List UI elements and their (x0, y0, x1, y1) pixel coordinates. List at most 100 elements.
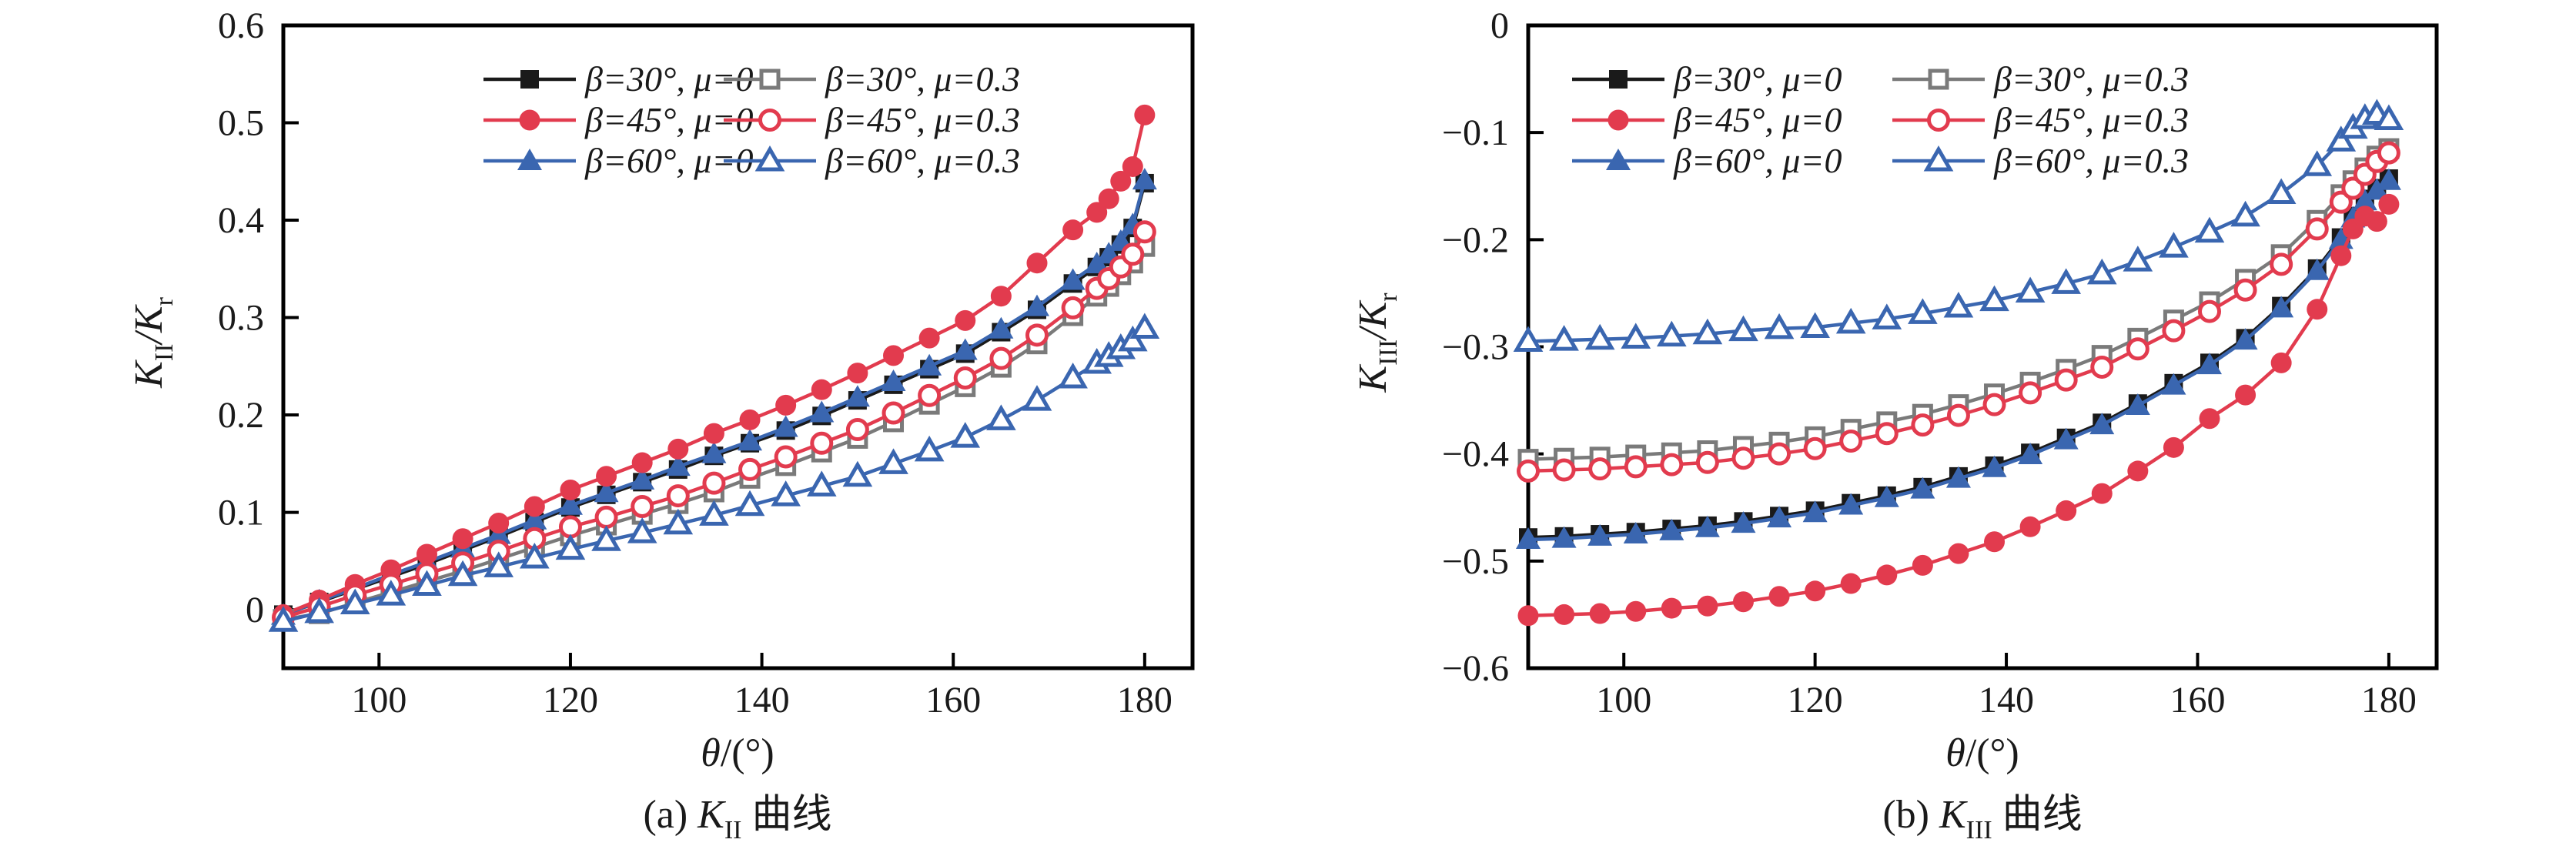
triangle-open-marker (699, 500, 729, 526)
legend-item: β=45°, μ=0.3 (724, 100, 1020, 139)
circle-filled-marker (1805, 580, 1826, 602)
y-tick-label: −0.4 (1442, 434, 1509, 475)
legend-triangle-filled-icon (1606, 149, 1631, 170)
legend-circle-open-icon (1927, 109, 1950, 132)
plot-frame (281, 23, 1195, 670)
circle-open-marker (1875, 422, 1899, 446)
circle-open-marker (2090, 355, 2114, 379)
legend-label: β=60°, μ=0.3 (825, 141, 1020, 180)
y-tick-label: −0.3 (1442, 327, 1509, 368)
triangle-open-marker (376, 580, 406, 606)
circle-open-marker (2233, 278, 2257, 302)
circle-filled-marker (524, 496, 545, 517)
triangle-filled-marker (2304, 258, 2330, 280)
triangle-open-marker (1513, 326, 1544, 353)
circle-filled-marker (596, 466, 617, 487)
circle-filled-marker (775, 394, 797, 416)
circle-open-marker (2126, 337, 2149, 361)
circle-filled-marker (990, 286, 1012, 307)
circle-filled-marker (2091, 483, 2113, 504)
circle-filled-marker (847, 363, 868, 384)
circle-open-marker (1121, 242, 1145, 266)
triangle-filled-marker (701, 441, 727, 463)
triangle-filled-marker (2089, 413, 2115, 435)
series-line-β=30°, μ=0.3 (1527, 147, 2390, 461)
circle-filled-marker (2199, 408, 2220, 430)
triangle-filled-marker (630, 467, 655, 490)
circle-open-marker (2377, 141, 2400, 165)
triangle-open-marker (2015, 276, 2046, 303)
circle-open-marker (953, 366, 977, 390)
triangle-open-marker (771, 480, 801, 507)
triangle-open-marker (304, 597, 334, 624)
legend-item: β=30°, μ=0 (483, 59, 753, 99)
y-tick-label: 0.4 (218, 200, 264, 241)
triangle-open-marker (1943, 292, 1974, 318)
triangle-open-marker (2159, 232, 2189, 258)
y-tick-label: −0.5 (1442, 541, 1509, 582)
triangle-filled-marker (1945, 466, 1971, 488)
circle-open-marker (882, 401, 905, 425)
x-tick-label: 100 (351, 680, 406, 721)
circle-filled-marker (1876, 564, 1898, 586)
triangle-filled-marker (773, 415, 798, 437)
circle-filled-marker (1625, 600, 1647, 622)
triangle-filled-marker (2161, 373, 2186, 395)
triangle-filled-marker (2364, 178, 2390, 200)
triangle-filled-marker (917, 353, 942, 376)
triangle-filled-marker (1838, 493, 1864, 515)
legend-item: β=30°, μ=0 (1572, 59, 1842, 99)
legend-label: β=30°, μ=0.3 (1993, 59, 2189, 99)
circle-open-marker (2019, 381, 2042, 405)
triangle-filled-marker (1623, 522, 1648, 544)
series-line-β=30°, μ=0.3 (283, 245, 1146, 621)
triangle-filled-marker (1024, 294, 1049, 316)
circle-open-marker (1982, 393, 2006, 416)
circle-filled-marker (2019, 516, 2041, 537)
legend-label: β=45°, μ=0 (1673, 100, 1842, 139)
y-tick-label: 0.6 (218, 5, 264, 46)
triangle-filled-marker (1731, 511, 1756, 533)
triangle-open-marker (2194, 216, 2225, 243)
xlabel-a: θ/(°) (701, 731, 774, 775)
triangle-filled-marker (2125, 393, 2150, 416)
circle-filled-marker (2127, 460, 2149, 482)
series-markers-β=30°, μ=0 (1519, 169, 2398, 547)
triangle-filled-marker (1910, 476, 1935, 499)
series-line-β=45°, μ=0 (1527, 203, 2390, 618)
triangle-open-marker (950, 422, 981, 448)
triangle-filled-marker (1060, 268, 1086, 290)
triangle-filled-marker (809, 400, 835, 423)
series-markers-β=60°, μ=0 (271, 168, 1157, 625)
triangle-open-marker (1764, 313, 1795, 339)
circle-filled-marker (2056, 500, 2077, 521)
series-markers-β=45°, μ=0.3 (1517, 141, 2400, 483)
y-tick-label: −0.1 (1442, 112, 1509, 153)
circle-filled-marker (1948, 543, 1969, 564)
legend-item: β=45°, μ=0.3 (1892, 100, 2189, 139)
circle-filled-marker (631, 452, 653, 473)
triangle-open-marker (1584, 323, 1615, 350)
legend-item: β=60°, μ=0.3 (1892, 141, 2189, 180)
circle-filled-marker (1840, 573, 1862, 594)
circle-filled-marker (1661, 597, 1682, 619)
x-tick-label: 140 (1979, 680, 2034, 721)
circle-filled-marker (1732, 591, 1754, 613)
circle-filled-marker (1026, 252, 1048, 274)
legend-triangle-open-icon (754, 145, 785, 172)
circle-filled-marker (1589, 603, 1611, 624)
circle-open-marker (1132, 220, 1156, 244)
triangle-filled-marker (1516, 527, 1541, 549)
series-line-β=45°, μ=0.3 (1527, 151, 2390, 473)
legend: β=30°, μ=0β=45°, μ=0β=60°, μ=0 β=30°, μ=0… (1572, 59, 2189, 180)
series-line-β=60°, μ=0 (283, 179, 1146, 617)
ylabel-a: KII/Kr (127, 296, 179, 388)
triangle-filled-marker (1694, 515, 1720, 537)
triangle-filled-marker (1874, 485, 1899, 507)
triangle-open-marker (1872, 303, 1902, 329)
triangle-open-marker (555, 533, 586, 560)
triangle-open-marker (806, 470, 837, 497)
triangle-open-marker (483, 551, 514, 577)
